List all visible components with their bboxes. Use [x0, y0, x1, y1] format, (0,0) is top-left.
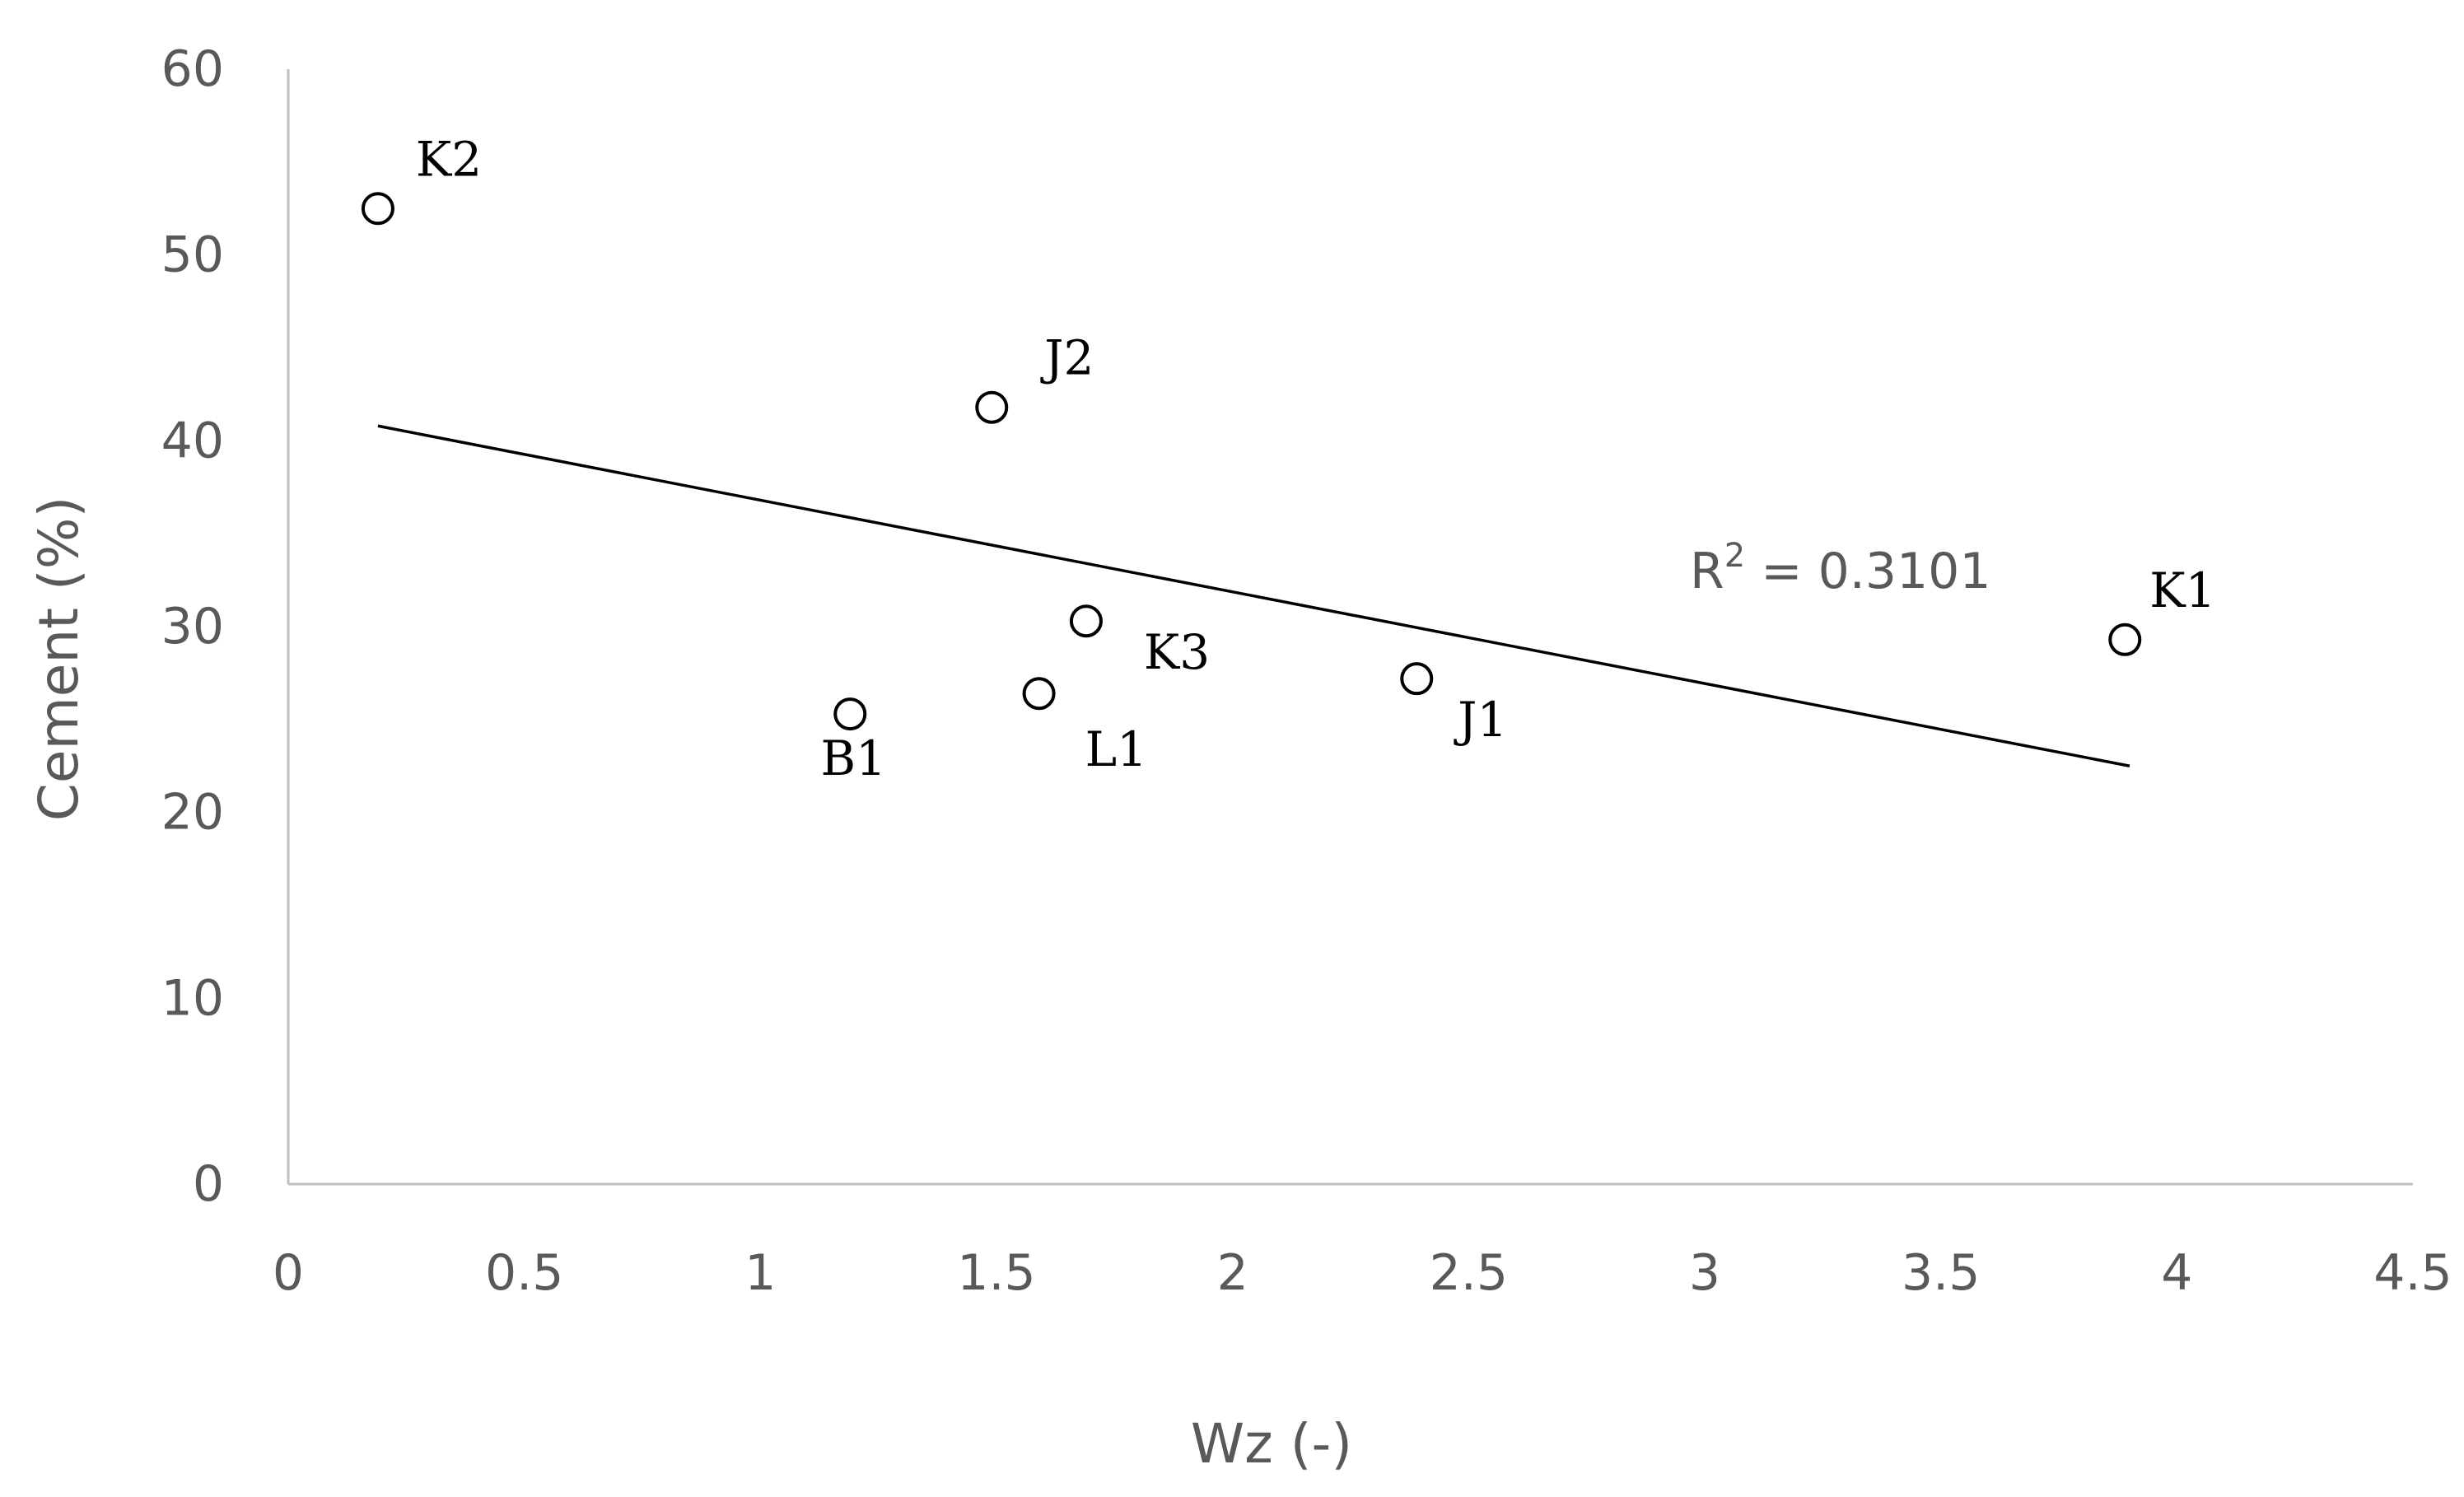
data-point-label: K1: [2149, 562, 2215, 618]
x-tick-label: 3: [1689, 1244, 1720, 1302]
y-tick-label: 0: [193, 1155, 224, 1213]
x-axis-title: Wz (-): [1191, 1412, 1352, 1476]
x-tick-label: 2: [1217, 1244, 1248, 1302]
x-tick-label: 0: [273, 1244, 304, 1302]
r-squared-label: R2 = 0.3101: [1690, 537, 1991, 600]
data-point: [1400, 662, 1434, 696]
data-point: [2108, 623, 2142, 656]
x-tick-label: 4.5: [2373, 1244, 2452, 1302]
x-tick-label: 2.5: [1430, 1244, 1508, 1302]
y-tick-label: 20: [161, 784, 224, 842]
axes: [287, 69, 2413, 1186]
x-tick-label: 1: [744, 1244, 776, 1302]
data-point-label: K2: [416, 131, 482, 187]
r-squared-exponent: 2: [1724, 537, 1745, 575]
data-point: [361, 192, 394, 226]
trendline-group: [377, 424, 2130, 767]
r-squared-value: = 0.3101: [1745, 543, 1990, 600]
data-points: [361, 192, 2142, 731]
y-axis-title: Cement (%): [27, 497, 91, 822]
x-tick-label: 4: [2161, 1244, 2192, 1302]
y-axis-ticks: 0 10 20 30 40 50 60: [161, 40, 224, 1213]
y-tick-label: 60: [161, 40, 224, 98]
r-squared-prefix: R: [1690, 543, 1724, 600]
point-labels: K2 J2 K3 L1 B1 J1 K1: [416, 131, 2216, 786]
data-point-label: B1: [821, 730, 887, 786]
trend-line: [377, 424, 2130, 767]
x-axis-ticks: 0 0.5 1 1.5 2 2.5 3 3.5 4 4.5: [273, 1244, 2452, 1302]
y-tick-label: 30: [161, 598, 224, 655]
data-point-label: K3: [1144, 624, 1210, 680]
y-tick-label: 10: [161, 969, 224, 1027]
data-point: [975, 390, 1009, 424]
x-tick-label: 1.5: [957, 1244, 1035, 1302]
data-point-label: J1: [1454, 692, 1507, 748]
data-point: [1069, 604, 1103, 638]
x-tick-label: 0.5: [485, 1244, 563, 1302]
x-tick-label: 3.5: [1902, 1244, 1980, 1302]
y-tick-label: 50: [161, 226, 224, 284]
data-point: [1022, 677, 1056, 711]
y-tick-label: 40: [161, 412, 224, 469]
data-point-label: L1: [1085, 721, 1147, 777]
data-point: [833, 697, 867, 731]
data-point-label: J2: [1040, 330, 1094, 386]
